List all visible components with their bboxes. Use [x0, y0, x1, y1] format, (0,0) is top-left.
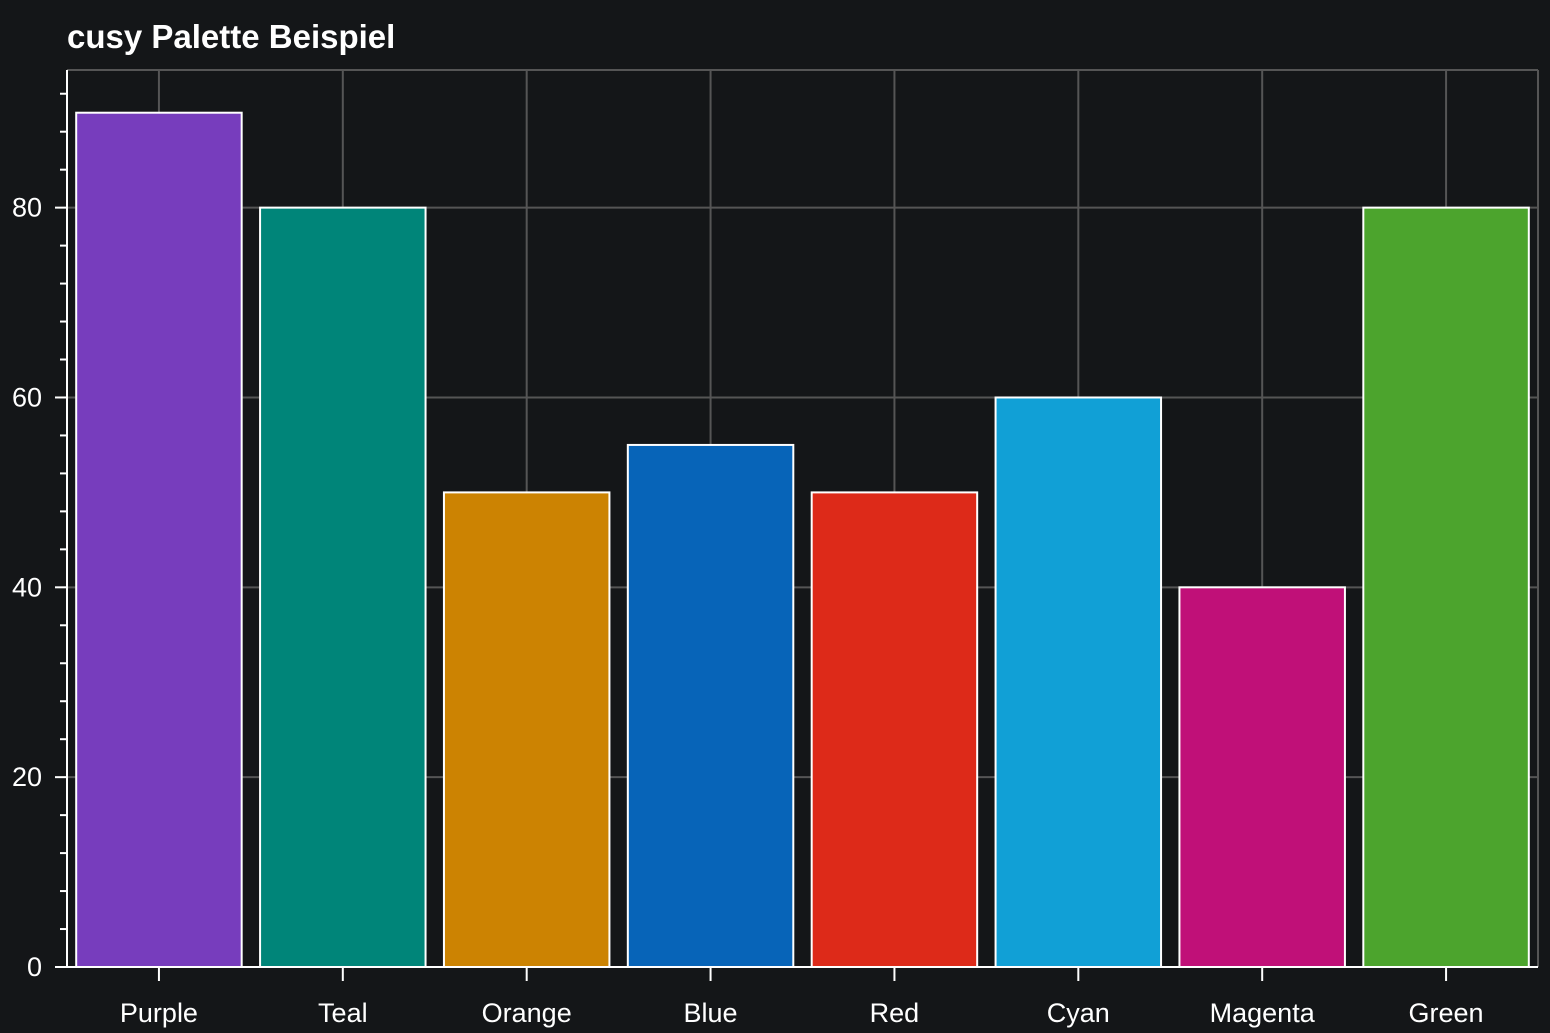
- x-tick-label: Red: [870, 998, 920, 1028]
- bar-cyan: [994, 396, 1163, 968]
- bar-orange: [442, 491, 611, 968]
- bar-red: [810, 491, 979, 968]
- x-tick-label: Orange: [482, 998, 572, 1028]
- bar-teal: [259, 206, 427, 968]
- y-tick-label: 20: [12, 762, 42, 792]
- y-tick-label: 0: [27, 952, 42, 982]
- chart-title: cusy Palette Beispiel: [67, 18, 396, 55]
- x-tick-label: Cyan: [1047, 998, 1110, 1028]
- bar-magenta: [1178, 586, 1346, 968]
- y-tick-label: 40: [12, 572, 42, 602]
- bars: [75, 111, 1530, 968]
- x-tick-label: Teal: [318, 998, 368, 1028]
- bar-blue: [626, 443, 795, 968]
- y-tick-label: 60: [12, 382, 42, 412]
- axes: 0 20 40 60 80 Purple Teal Orange Blue Red Cyan Mage…: [12, 70, 1538, 1028]
- x-tick-label: Blue: [684, 998, 738, 1028]
- bar-purple: [75, 111, 243, 968]
- x-tick-label: Purple: [120, 998, 198, 1028]
- x-tick-label: Green: [1409, 998, 1484, 1028]
- x-tick-label: Magenta: [1210, 998, 1316, 1028]
- y-tick-label: 80: [12, 193, 42, 223]
- bar-green: [1362, 206, 1530, 968]
